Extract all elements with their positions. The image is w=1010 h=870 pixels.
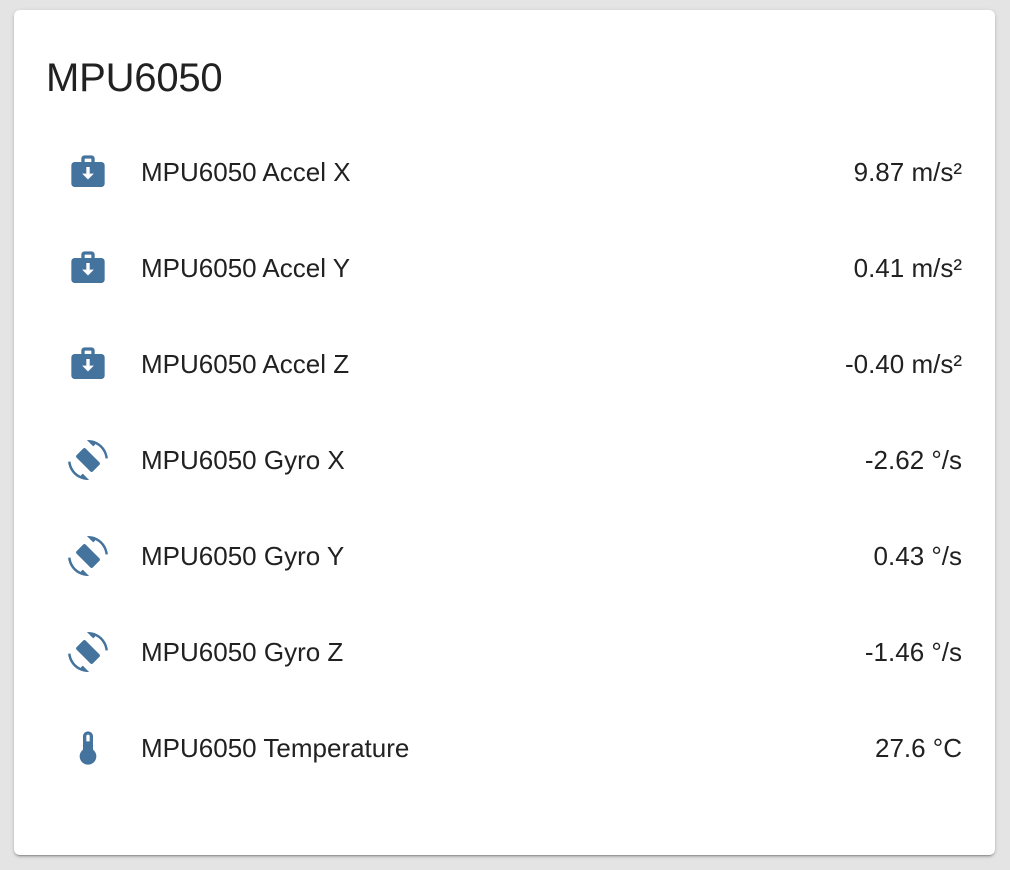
screen-rotation-icon[interactable]: [68, 440, 108, 480]
screen-rotation-icon[interactable]: [68, 632, 108, 672]
entity-row[interactable]: MPU6050 Accel X 9.87 m/s²: [46, 124, 963, 220]
entity-state: -0.40 m/s²: [844, 349, 962, 379]
entity-state: -2.62 °/s: [864, 445, 962, 475]
entities-list: MPU6050 Accel X 9.87 m/s² MPU6050 Accel Y 0…: [14, 124, 995, 796]
entity-row[interactable]: MPU6050 Temperature 27.6 °C: [46, 700, 963, 796]
page-title: MPU6050: [46, 56, 223, 100]
entity-name: MPU6050 Gyro Z: [141, 637, 344, 667]
entity-row[interactable]: MPU6050 Gyro Y 0.43 °/s: [46, 508, 963, 604]
entity-name: MPU6050 Accel X: [141, 157, 351, 187]
entity-state: 0.41 m/s²: [853, 253, 962, 283]
entities-card: MPU6050 MPU6050 Accel X 9.87 m/s² MPU6050 …: [14, 10, 995, 855]
entity-state: 9.87 m/s²: [853, 157, 962, 187]
entity-name: MPU6050 Accel Z: [141, 349, 350, 379]
entity-row[interactable]: MPU6050 Accel Z -0.40 m/s²: [46, 316, 963, 412]
entity-name: MPU6050 Temperature: [141, 733, 410, 763]
entity-state: 0.43 °/s: [873, 541, 962, 571]
entity-name: MPU6050 Gyro X: [141, 445, 345, 475]
briefcase-download-icon[interactable]: [68, 152, 108, 192]
entity-state: 27.6 °C: [874, 733, 962, 763]
thermometer-icon[interactable]: [68, 728, 108, 768]
entity-row[interactable]: MPU6050 Accel Y 0.41 m/s²: [46, 220, 963, 316]
entity-row[interactable]: MPU6050 Gyro Z -1.46 °/s: [46, 604, 963, 700]
briefcase-download-icon[interactable]: [68, 344, 108, 384]
entity-name: MPU6050 Accel Y: [141, 253, 351, 283]
screen-rotation-icon[interactable]: [68, 536, 108, 576]
card-header: MPU6050: [14, 10, 995, 100]
entity-row[interactable]: MPU6050 Gyro X -2.62 °/s: [46, 412, 963, 508]
briefcase-download-icon[interactable]: [68, 248, 108, 288]
entity-state: -1.46 °/s: [864, 637, 962, 667]
entity-name: MPU6050 Gyro Y: [141, 541, 345, 571]
